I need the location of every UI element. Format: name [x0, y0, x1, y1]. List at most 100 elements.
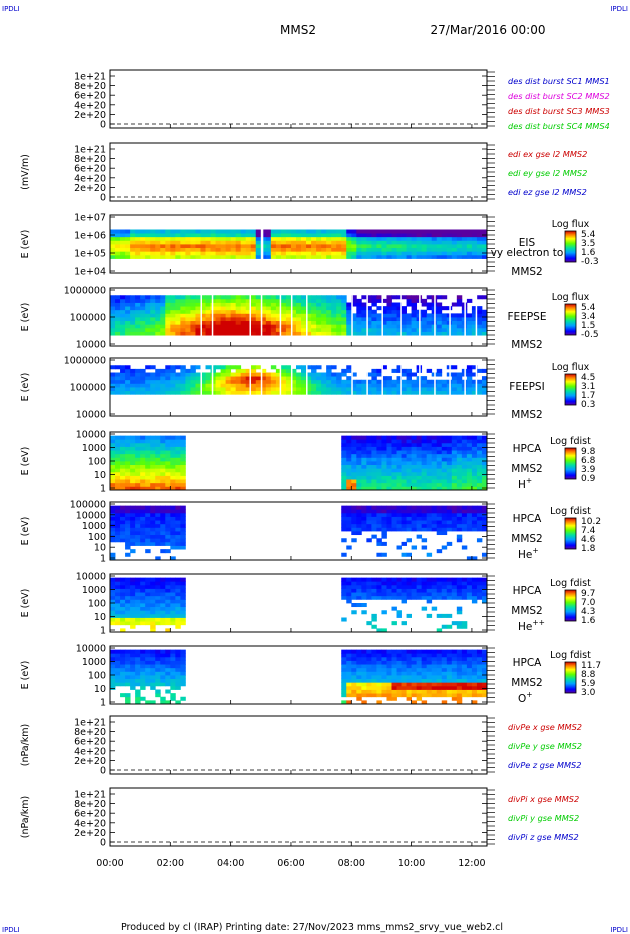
- spectrogram-cell: [331, 390, 337, 395]
- spectrogram-cell: [270, 247, 277, 252]
- spectrogram-cell: [140, 621, 146, 626]
- spectrogram-cell: [245, 317, 252, 322]
- spectrogram-cell: [130, 439, 136, 444]
- spectrogram-cell: [195, 254, 201, 259]
- spectrogram-cell: [140, 671, 146, 676]
- spectrogram-cell: [421, 446, 428, 451]
- spectrogram-cell: [451, 660, 458, 665]
- spectrogram-cell: [160, 613, 166, 618]
- spectrogram-cell: [145, 682, 151, 687]
- spectrogram-cell: [341, 520, 347, 525]
- spectrogram-cell: [165, 327, 171, 332]
- spectrogram-cell: [220, 295, 227, 300]
- spectrogram-cell: [416, 660, 423, 665]
- spectrogram-cell: [401, 254, 407, 259]
- spectrogram-cell: [155, 295, 161, 300]
- y-tick-label: 6e+20: [74, 809, 106, 820]
- spectrogram-cell: [240, 298, 247, 303]
- spectrogram-cell: [401, 461, 407, 466]
- spectrogram-cell: [110, 527, 116, 532]
- spectrogram-cell: [461, 656, 468, 661]
- spectrogram-cell: [135, 577, 141, 582]
- spectrogram-cell: [421, 236, 428, 241]
- spectrogram-cell: [165, 667, 171, 672]
- spectrogram-cell: [341, 324, 347, 329]
- spectrogram-cell: [110, 603, 116, 608]
- spectrogram-cell: [351, 331, 357, 336]
- spectrogram-cell: [220, 302, 227, 307]
- spectrogram-cell: [220, 298, 227, 303]
- spectrogram-cell: [481, 383, 488, 388]
- spectrogram-cell: [391, 621, 397, 626]
- spectrogram-cell: [366, 240, 372, 245]
- spectrogram-cell: [471, 516, 478, 521]
- spectrogram-cell: [346, 656, 352, 661]
- y-tick-label: 1: [100, 554, 106, 565]
- spectrogram-cell: [120, 486, 126, 491]
- spectrogram-cell: [391, 247, 397, 252]
- spectrogram-cell: [165, 324, 171, 329]
- spectrogram-cell: [466, 520, 473, 525]
- species-base: He: [518, 549, 532, 561]
- spectrogram-cell: [416, 236, 423, 241]
- spectrogram-cell: [391, 475, 397, 480]
- spectrogram-cell: [260, 376, 267, 381]
- spectrogram-cell: [361, 390, 367, 395]
- spectrogram-cell: [396, 254, 402, 259]
- legend-entry: des dist burst SC3 MMS3: [508, 106, 610, 116]
- spectrogram-cell: [356, 527, 362, 532]
- spectrogram-cell: [366, 649, 372, 654]
- spectrogram-cell: [456, 610, 463, 615]
- y-tick-label: 1000: [82, 585, 106, 596]
- spectrogram-cell: [140, 603, 146, 608]
- spectrogram-cell: [346, 577, 352, 582]
- spectrogram-cell: [341, 592, 347, 597]
- y-tick-label: 4e+20: [74, 173, 106, 184]
- spectrogram-cell: [125, 368, 131, 373]
- spectrogram-cell: [371, 512, 377, 517]
- spectrogram-cell: [451, 450, 458, 455]
- spectrogram-cell: [401, 486, 407, 491]
- spectrogram-cell: [110, 309, 116, 314]
- spectrogram-cell: [115, 675, 121, 680]
- spectrogram-cell: [165, 486, 171, 491]
- spectrogram-cell: [356, 468, 362, 473]
- spectrogram-cell: [185, 236, 191, 241]
- spectrogram-cell: [466, 435, 473, 440]
- spectrogram-cell: [441, 247, 448, 252]
- spectrogram-cell: [456, 372, 463, 377]
- spectrogram-cell: [366, 435, 372, 440]
- spectrogram-cell: [441, 383, 448, 388]
- spectrogram-cell: [451, 653, 458, 658]
- spectrogram-cell: [436, 247, 443, 252]
- spectrogram-cell: [120, 509, 126, 514]
- spectrogram-cell: [115, 390, 121, 395]
- gap-stripe: [279, 358, 282, 416]
- spectrogram-cell: [436, 595, 443, 600]
- spectrogram-cell: [130, 671, 136, 676]
- spectrogram-cell: [115, 475, 121, 480]
- spectrogram-cell: [165, 251, 171, 256]
- spectrogram-cell: [366, 577, 372, 582]
- species-charge: +: [526, 476, 532, 485]
- spectrogram-cell: [140, 331, 146, 336]
- spectrogram-cell: [346, 468, 352, 473]
- spectrogram-cell: [240, 387, 247, 392]
- spectrogram-cell: [476, 461, 483, 466]
- spectrogram-cell: [346, 581, 352, 586]
- spectrogram-cell: [371, 520, 377, 525]
- spectrogram-cell: [366, 236, 372, 241]
- spectrogram-cell: [341, 653, 347, 658]
- spectrogram-cell: [466, 588, 473, 593]
- spectrogram-cell: [411, 653, 418, 658]
- spectrogram-cell: [466, 523, 473, 528]
- spectrogram-cell: [250, 390, 257, 395]
- spectrogram-cell: [180, 479, 186, 484]
- spectrogram-cell: [451, 468, 458, 473]
- spectrogram-cell: [466, 240, 473, 245]
- spectrogram-cell: [371, 685, 377, 690]
- spectrogram-cell: [301, 233, 307, 238]
- spectrogram-cell: [416, 588, 423, 593]
- spectrogram-cell: [165, 584, 171, 589]
